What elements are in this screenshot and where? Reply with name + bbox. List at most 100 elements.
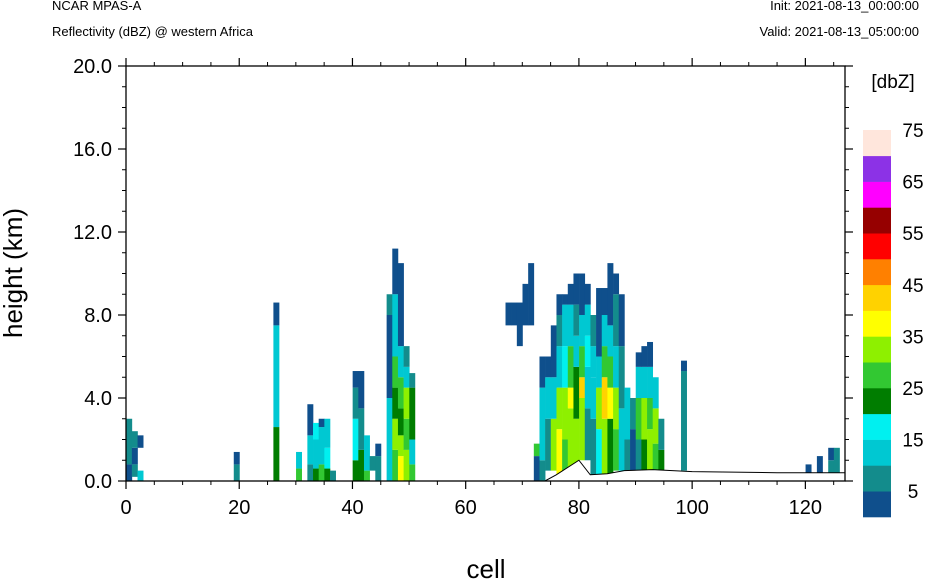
reflectivity-cell: [607, 418, 614, 475]
reflectivity-cell: [516, 302, 523, 347]
valid-time: Valid: 2021-08-13_05:00:00: [759, 24, 920, 39]
y-tick-label: 12.0: [73, 222, 112, 244]
reflectivity-cell: [607, 387, 614, 419]
colorbar-swatch: [863, 259, 891, 286]
reflectivity-cell: [550, 377, 557, 419]
reflectivity-cell: [386, 398, 393, 481]
reflectivity-cell: [658, 418, 665, 450]
reflectivity-cell: [584, 408, 591, 461]
reflectivity-cell: [403, 366, 410, 388]
colorbar-label: 65: [902, 173, 923, 194]
reflectivity-cell: [647, 429, 654, 471]
reflectivity-cell: [318, 464, 325, 481]
reflectivity-cell: [596, 387, 603, 430]
reflectivity-cell: [816, 456, 823, 473]
reflectivity-cell: [545, 418, 552, 471]
reflectivity-cell: [307, 464, 314, 481]
reflectivity-cell: [533, 443, 540, 457]
reflectivity-cell: [573, 273, 580, 305]
reflectivity-cell: [613, 294, 620, 347]
colorbar-swatch: [863, 413, 891, 440]
reflectivity-cell: [601, 377, 608, 419]
reflectivity-cell: [567, 408, 574, 469]
reflectivity-cell: [590, 315, 597, 347]
reflectivity-cell: [273, 302, 280, 326]
reflectivity-cell: [607, 325, 614, 357]
reflectivity-cell: [131, 447, 138, 465]
reflectivity-cell: [556, 387, 563, 430]
reflectivity-cell: [392, 387, 399, 419]
reflectivity-cell: [358, 408, 365, 450]
reflectivity-cell: [584, 283, 591, 305]
reflectivity-cell: [652, 377, 659, 409]
reflectivity-cell: [607, 263, 614, 326]
reflectivity-cell: [573, 304, 580, 336]
reflectivity-cell: [352, 460, 359, 481]
reflectivity-cell: [358, 371, 365, 409]
reflectivity-cell: [828, 460, 835, 473]
reflectivity-cell: [550, 325, 557, 378]
reflectivity-cell: [545, 377, 552, 419]
reflectivity-cell: [805, 464, 812, 473]
colorbar-label: 75: [902, 121, 923, 142]
reflectivity-cell: [556, 346, 563, 388]
reflectivity-cell: [635, 439, 642, 471]
reflectivity-cell: [630, 429, 637, 471]
reflectivity-cell: [126, 464, 133, 481]
reflectivity-cell: [641, 366, 648, 398]
reflectivity-cells: [126, 248, 840, 481]
y-tick-label: 16.0: [73, 139, 112, 161]
colorbar-label: 15: [902, 431, 923, 452]
reflectivity-cell: [539, 356, 546, 388]
reflectivity-cell: [511, 302, 518, 326]
colorbar-label: 55: [902, 224, 923, 245]
reflectivity-cell: [590, 418, 597, 475]
reflectivity-cell: [562, 294, 569, 305]
reflectivity-cell: [567, 283, 574, 305]
reflectivity-cell: [584, 335, 591, 367]
reflectivity-cell: [533, 456, 540, 481]
reflectivity-cell: [550, 418, 557, 471]
reflectivity-cell: [624, 387, 631, 440]
reflectivity-cell: [318, 427, 325, 465]
reflectivity-cell: [607, 356, 614, 388]
x-tick-label: 0: [120, 497, 131, 519]
reflectivity-cell: [324, 418, 331, 448]
axis-ticks: 0 20 40 60 80 100 120 0.0 4.0 8.0 12.0 16.0 20.0: [73, 56, 853, 519]
reflectivity-cell: [233, 464, 240, 481]
reflectivity-cell: [579, 346, 586, 378]
colorbar: 5 15 25 35 45 55 65 75: [863, 121, 924, 518]
reflectivity-cell: [562, 439, 569, 475]
reflectivity-cell: [403, 418, 410, 450]
reflectivity-cell: [539, 460, 546, 481]
reflectivity-cell: [369, 456, 376, 471]
reflectivity-cell: [641, 346, 648, 367]
reflectivity-cell: [556, 429, 563, 475]
reflectivity-cell: [613, 346, 620, 388]
reflectivity-cell: [324, 468, 331, 481]
reflectivity-cell: [635, 398, 642, 440]
y-tick-label: 20.0: [73, 56, 112, 78]
init-time: Init: 2021-08-13_00:00:00: [770, 0, 919, 13]
reflectivity-cell: [273, 427, 280, 481]
colorbar-label: 35: [902, 327, 923, 348]
reflectivity-cell: [137, 435, 144, 448]
reflectivity-cell: [375, 456, 382, 481]
reflectivity-cell: [573, 366, 580, 419]
reflectivity-cell: [386, 294, 393, 315]
colorbar-swatch: [863, 310, 891, 337]
reflectivity-cell: [613, 429, 620, 471]
reflectivity-cell: [562, 387, 569, 440]
colorbar-swatch: [863, 336, 891, 363]
reflectivity-cell: [313, 439, 319, 469]
reflectivity-cell: [397, 263, 404, 347]
x-tick-label: 100: [675, 497, 708, 519]
reflectivity-cell: [567, 387, 574, 409]
reflectivity-cell: [397, 456, 404, 481]
reflectivity-cell: [233, 451, 240, 465]
reflectivity-cell: [363, 435, 370, 471]
reflectivity-cell: [358, 449, 365, 481]
reflectivity-cell: [681, 371, 687, 471]
colorbar-label: 45: [902, 276, 923, 297]
model-title: NCAR MPAS-A: [52, 0, 142, 13]
